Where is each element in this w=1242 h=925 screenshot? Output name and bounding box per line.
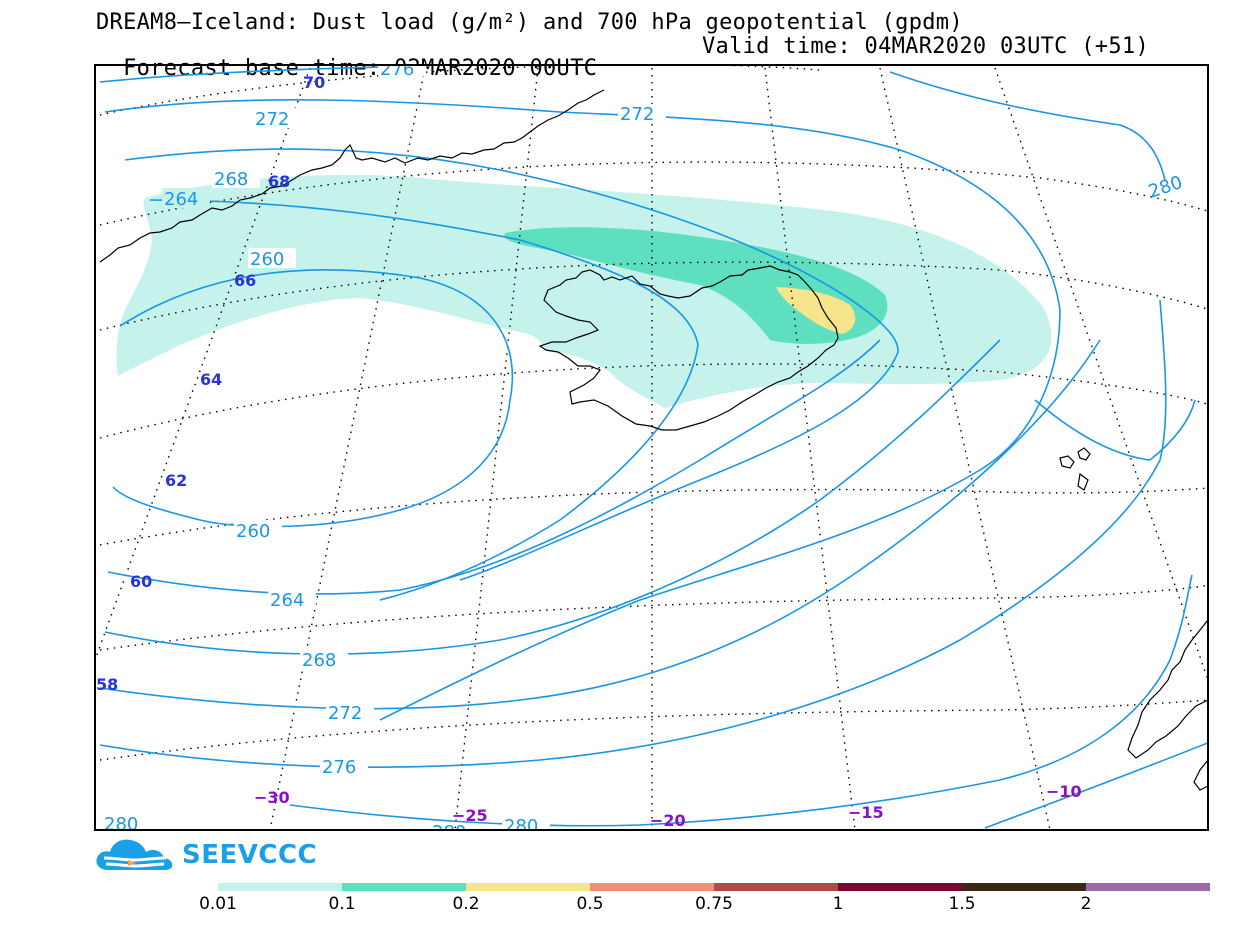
map-frame [94,64,1209,831]
contour-label: 272 [255,109,289,130]
contour-label: 260 [236,521,270,542]
contour-label: 276 [322,757,356,778]
dust-legend-colorbar [218,883,1210,891]
contour-label: 280 [104,814,138,835]
dust-area-mid [504,227,888,344]
legend-label: 0.1 [328,894,356,914]
contour-label: 268 [302,650,336,671]
cloud-logo-icon [96,839,173,870]
legend-color-segment [962,883,1086,891]
longitude-labels: −30 −25 −20 −15 −10 [254,782,1082,830]
lon-label: −25 [452,806,488,825]
contour-label: 280 [1146,172,1185,203]
coastlines [99,89,1208,791]
map-title: DREAM8–Iceland: Dust load (g/m²) and 700… [96,10,963,35]
dust-area-low [116,174,1052,408]
legend-color-segment [218,883,342,891]
lat-label: 64 [200,370,222,389]
legend-color-segment [590,883,714,891]
lon-label: −15 [848,803,884,822]
legend-color-segment [714,883,838,891]
lon-label: −20 [650,811,686,830]
legend-label: 1 [832,894,844,914]
legend-color-segment [342,883,466,891]
lon-label: −30 [254,788,290,807]
contour-label: 272 [620,104,654,125]
contour-label: 264 [270,590,304,611]
contour-label: 276 [380,59,414,80]
lat-label: 62 [165,471,187,490]
logo-text: SEEVCCC [182,840,318,870]
contour-label: 272 [328,703,362,724]
lat-label: 58 [96,675,118,694]
contour-label: 280 [504,816,538,837]
legend-label: 0.01 [199,894,237,914]
legend-label: 2 [1080,894,1092,914]
lat-label: 68 [268,172,290,191]
legend-color-segment [1086,883,1210,891]
dust-area-high [776,287,856,334]
valid-time: Valid time: 04MAR2020 03UTC (+51) [702,34,1149,59]
contour-label: 268 [214,169,248,190]
legend-color-segment [466,883,590,891]
legend-label: 0.5 [576,894,604,914]
contour-label: 260 [250,249,284,270]
latitude-labels: 70 68 66 64 62 60 58 [96,73,325,694]
lat-label: 66 [234,271,256,290]
lat-label: 70 [303,73,325,92]
contour-labels: 276 272 272 268 264 260 260 264 268 272 … [102,59,1185,843]
contour-label: 264 [164,189,198,210]
legend-label: 0.2 [452,894,480,914]
legend-label: 1.5 [948,894,976,914]
legend-color-segment [838,883,962,891]
seevccc-logo: SEEVCCC [94,834,318,874]
legend-label: 0.75 [695,894,733,914]
contour-label: 280 [432,822,466,843]
lat-label: 60 [130,572,152,591]
lon-label: −10 [1046,782,1082,801]
